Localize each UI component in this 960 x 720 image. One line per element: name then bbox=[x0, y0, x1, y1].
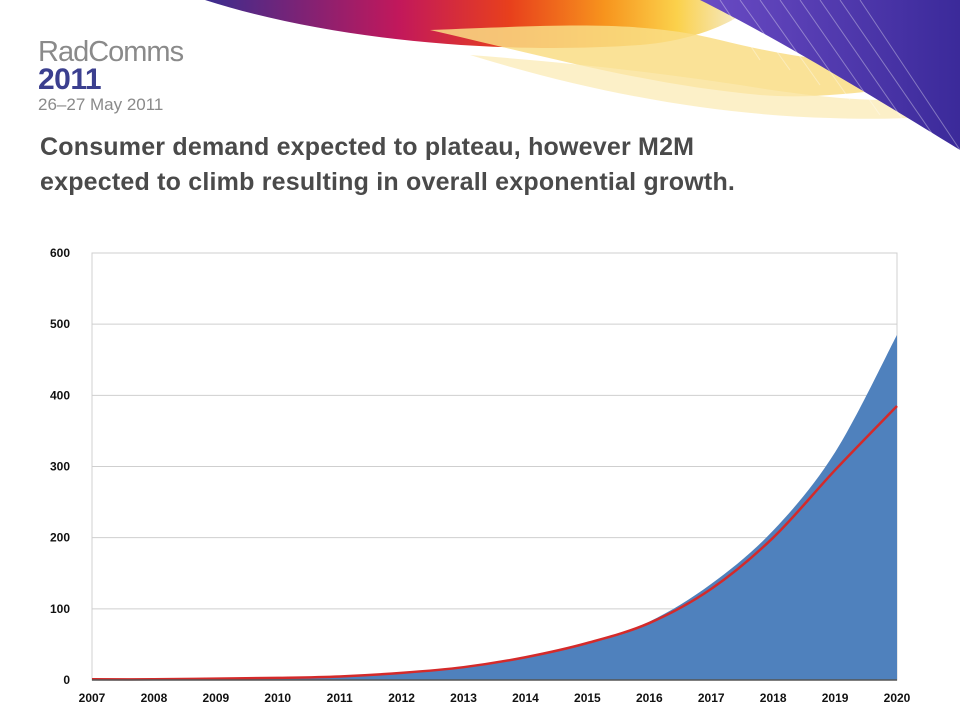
y-tick-label: 600 bbox=[50, 246, 70, 260]
x-tick-label: 2018 bbox=[760, 691, 787, 705]
slide-headline: Consumer demand expected to plateau, how… bbox=[40, 130, 940, 200]
x-tick-label: 2010 bbox=[264, 691, 291, 705]
y-tick-label: 200 bbox=[50, 531, 70, 545]
y-tick-label: 400 bbox=[50, 388, 70, 402]
x-tick-label: 2013 bbox=[450, 691, 477, 705]
growth-area-chart: 0 100 200 300 400 500 600 2007 2008 2009 2010 2011… bbox=[50, 246, 911, 705]
x-tick-label: 2016 bbox=[636, 691, 663, 705]
x-tick-label: 2019 bbox=[822, 691, 849, 705]
x-tick-label: 2015 bbox=[574, 691, 601, 705]
x-axis-tick-labels: 2007 2008 2009 2010 2011 2012 2013 2014 2015 2016… bbox=[79, 691, 911, 705]
y-tick-label: 300 bbox=[50, 460, 70, 474]
logo-year: 2011 bbox=[38, 63, 102, 96]
y-tick-label: 0 bbox=[63, 673, 70, 687]
y-tick-label: 100 bbox=[50, 602, 70, 616]
x-tick-label: 2017 bbox=[698, 691, 725, 705]
x-tick-label: 2012 bbox=[388, 691, 415, 705]
logo-name: RadComms bbox=[38, 36, 184, 68]
x-tick-label: 2020 bbox=[884, 691, 911, 705]
x-tick-label: 2011 bbox=[327, 691, 353, 705]
banner-ribbon-cream bbox=[470, 55, 960, 119]
headline-line-2: expected to climb resulting in overall e… bbox=[40, 168, 736, 196]
total-demand-area bbox=[92, 334, 897, 680]
x-tick-label: 2008 bbox=[141, 691, 168, 705]
decorative-banner bbox=[205, 0, 960, 151]
y-tick-label: 500 bbox=[50, 317, 70, 331]
logo-dates: 26–27 May 2011 bbox=[38, 95, 164, 114]
x-tick-label: 2007 bbox=[79, 691, 106, 705]
y-axis-tick-labels: 0 100 200 300 400 500 600 bbox=[50, 246, 70, 687]
consumer-demand-line bbox=[91, 405, 898, 681]
x-tick-label: 2009 bbox=[202, 691, 229, 705]
banner-stripes bbox=[719, 0, 960, 151]
x-tick-label: 2014 bbox=[512, 691, 539, 705]
banner-ribbon-yellow bbox=[430, 25, 960, 97]
banner-ribbon-purple bbox=[700, 0, 960, 150]
headline-line-1: Consumer demand expected to plateau, how… bbox=[40, 133, 695, 161]
